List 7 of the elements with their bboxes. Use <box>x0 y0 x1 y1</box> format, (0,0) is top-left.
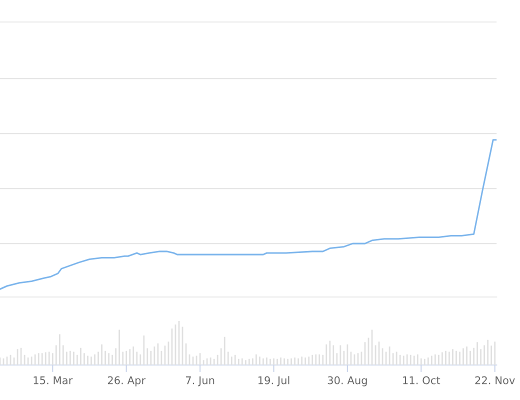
x-tick-label: 11. Oct <box>403 376 440 384</box>
x-tick-label: 30. Aug <box>328 376 367 386</box>
x-tick-label: 19. Jul <box>258 376 290 386</box>
x-tick-label: 26. Apr <box>108 376 146 386</box>
x-tick-label: 22. Nov <box>475 376 515 384</box>
x-tick-label: 7. Jun <box>186 376 214 386</box>
x-tick-label: 15. Mar <box>34 376 73 384</box>
